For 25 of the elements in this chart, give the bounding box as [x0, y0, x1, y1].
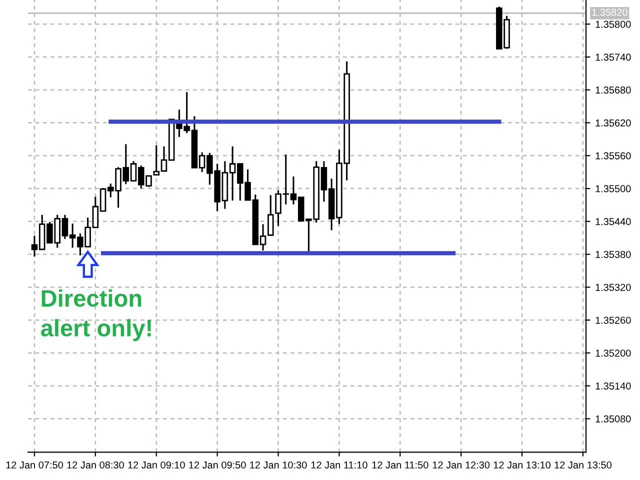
ref-line-label: 1.35820 [592, 8, 628, 16]
y-tick-label: 1.35320 [596, 284, 631, 291]
x-tick-label: 12 Jan 11:10 [311, 461, 368, 469]
y-tick-label: 1.35740 [596, 54, 631, 61]
y-tick-label: 1.35380 [596, 250, 631, 258]
y-tick-label: 1.35200 [596, 350, 631, 357]
x-tick-label: 12 Jan 11:50 [372, 461, 428, 469]
y-tick-label: 1.35260 [596, 316, 631, 324]
y-tick-label: 1.35800 [596, 20, 631, 28]
y-tick-label: 1.35680 [596, 86, 631, 94]
y-tick-label: 1.35440 [596, 218, 631, 226]
y-tick-label: 1.35560 [596, 152, 631, 160]
x-tick-label: 12 Jan 09:50 [189, 461, 246, 469]
x-tick-label: 12 Jan 13:10 [494, 461, 551, 469]
y-tick-label: 1.35080 [596, 415, 631, 422]
annotation: Direction alert only! [40, 289, 151, 342]
x-tick-label: 12 Jan 13:50 [554, 461, 612, 469]
x-tick-label: 12 Jan 07:50 [6, 461, 63, 469]
x-tick-label: 12 Jan 10:30 [250, 461, 307, 469]
x-tick-label: 12 Jan 09:10 [128, 461, 185, 469]
y-tick-label: 1.35500 [596, 185, 631, 192]
x-tick-label: 12 Jan 12:30 [432, 461, 490, 469]
x-tick-label: 12 Jan 08:30 [67, 461, 124, 469]
y-tick-label: 1.35620 [596, 119, 631, 126]
y-tick-label: 1.35140 [596, 382, 631, 390]
